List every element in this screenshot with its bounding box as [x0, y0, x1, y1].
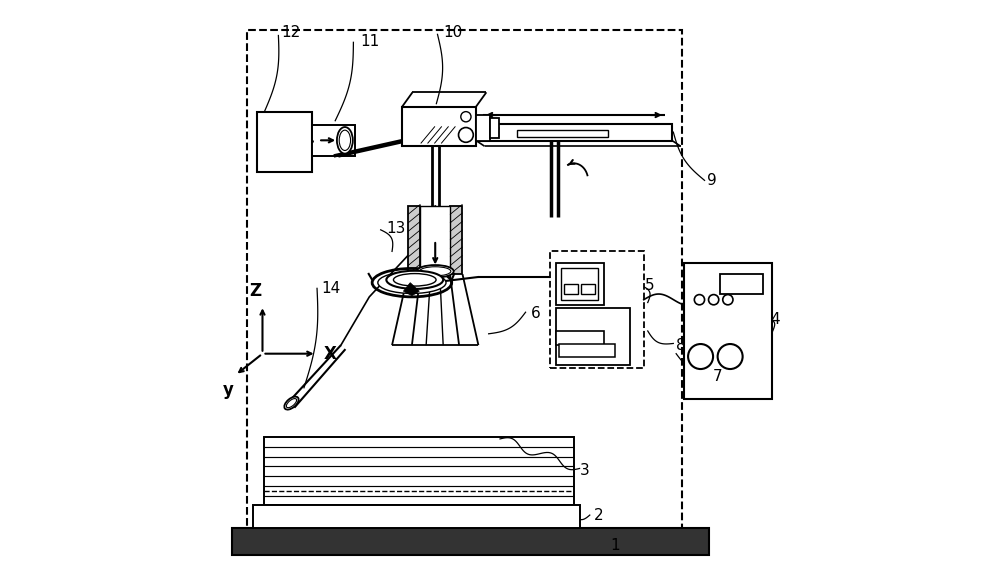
- Text: 13: 13: [386, 221, 406, 236]
- Text: 12: 12: [281, 25, 300, 40]
- Bar: [550, 251, 644, 368]
- Bar: [720, 274, 763, 294]
- Bar: [476, 115, 490, 140]
- Bar: [450, 206, 462, 274]
- Ellipse shape: [393, 274, 436, 286]
- Bar: [247, 30, 682, 538]
- Ellipse shape: [386, 271, 443, 289]
- Bar: [257, 112, 312, 172]
- Text: 5: 5: [645, 278, 655, 293]
- Text: 7: 7: [713, 369, 723, 384]
- Text: 10: 10: [443, 25, 462, 40]
- Polygon shape: [403, 283, 419, 296]
- Ellipse shape: [378, 272, 446, 293]
- Circle shape: [723, 295, 733, 305]
- Bar: [232, 528, 709, 556]
- Text: 11: 11: [361, 34, 380, 49]
- Bar: [476, 123, 672, 140]
- Text: 6: 6: [531, 307, 541, 321]
- Bar: [253, 505, 580, 528]
- Bar: [264, 437, 574, 505]
- Ellipse shape: [339, 130, 351, 151]
- Text: y: y: [223, 381, 234, 399]
- Circle shape: [461, 111, 471, 122]
- Text: X: X: [324, 345, 337, 363]
- Ellipse shape: [337, 127, 353, 154]
- Bar: [684, 263, 772, 399]
- Bar: [490, 118, 499, 138]
- Bar: [556, 331, 604, 345]
- Circle shape: [694, 295, 705, 305]
- Bar: [402, 107, 476, 146]
- Text: 2: 2: [594, 508, 603, 523]
- Text: Z: Z: [250, 282, 262, 300]
- Text: 8: 8: [676, 337, 686, 353]
- Circle shape: [709, 295, 719, 305]
- Text: 9: 9: [707, 173, 717, 188]
- Circle shape: [688, 344, 713, 369]
- Ellipse shape: [420, 267, 451, 276]
- Bar: [420, 206, 450, 274]
- Text: 4: 4: [770, 312, 780, 327]
- Ellipse shape: [286, 399, 297, 408]
- Ellipse shape: [417, 265, 454, 278]
- Text: 14: 14: [321, 281, 340, 296]
- Bar: [581, 284, 595, 294]
- Ellipse shape: [284, 397, 299, 409]
- Text: 3: 3: [580, 463, 589, 478]
- Bar: [556, 308, 630, 365]
- Text: 1: 1: [611, 538, 620, 553]
- Bar: [561, 268, 598, 300]
- Circle shape: [718, 344, 743, 369]
- Bar: [559, 344, 615, 356]
- Bar: [517, 130, 608, 137]
- Circle shape: [459, 127, 473, 142]
- Bar: [564, 284, 578, 294]
- Bar: [312, 124, 355, 156]
- Bar: [408, 206, 420, 274]
- Bar: [556, 263, 604, 305]
